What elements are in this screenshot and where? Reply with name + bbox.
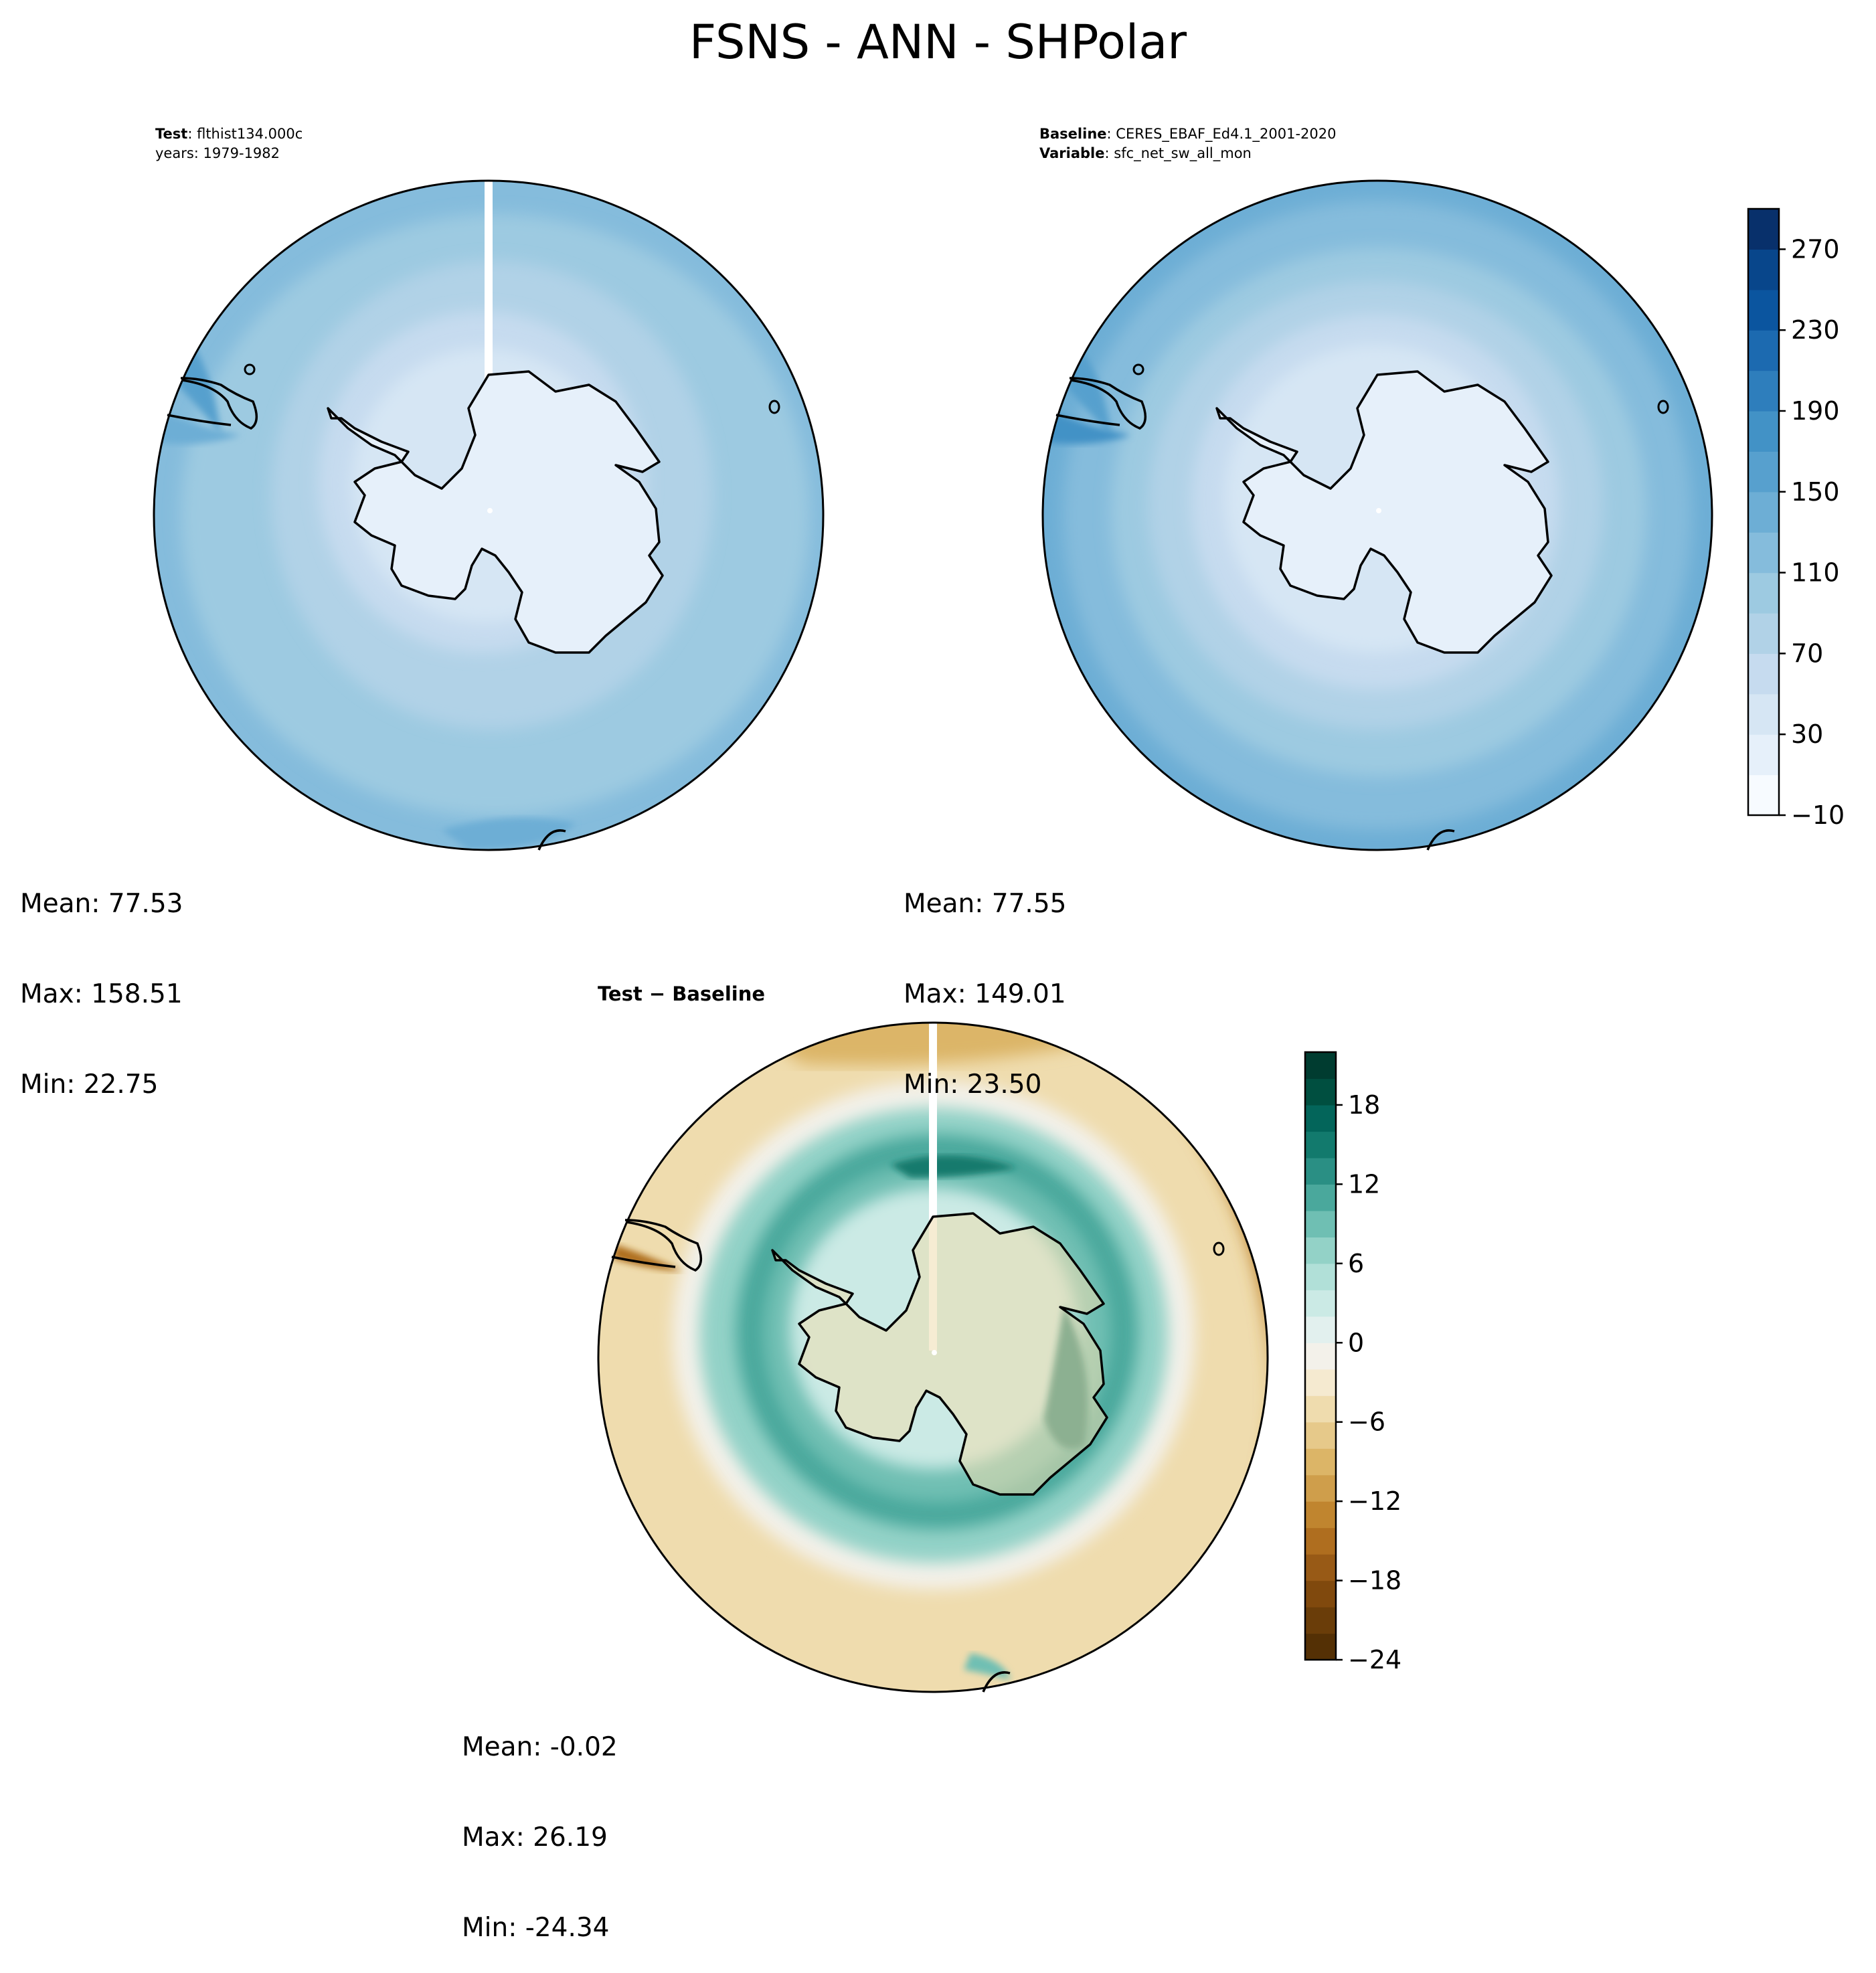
test-label-colon: :	[187, 126, 197, 142]
colorbar-diff-swatch	[1305, 1580, 1336, 1608]
baseline-max: Max: 149.01	[904, 979, 1066, 1009]
colorbar-main-swatch	[1748, 532, 1779, 574]
colorbar-diff-swatch	[1305, 1343, 1336, 1370]
test-stats: Mean: 77.53 Max: 158.51 Min: 22.75	[20, 829, 183, 1130]
figure-canvas: 270 230 190 150 110 70 30 −10 18 12 6 0 −6 −12 −18 −24	[153, 179, 1845, 1693]
test-years: years: 1979-1982	[155, 145, 280, 161]
colorbar-diff-swatch	[1305, 1474, 1336, 1502]
test-header: Test: flthist134.000c years: 1979-1982	[155, 124, 303, 163]
colorbar-main-frame	[1747, 207, 1780, 817]
baseline-header: Baseline: CERES_EBAF_Ed4.1_2001-2020 Var…	[1039, 126, 1337, 161]
difference-title: Test − Baseline	[598, 982, 766, 1005]
test-label-value: flthist134.000c	[197, 126, 303, 142]
colorbar-diff-swatch	[1305, 1527, 1336, 1555]
colorbar-main-tick-label: 30	[1791, 719, 1823, 749]
colorbar-main-swatch	[1748, 330, 1779, 371]
colorbar-diff-tick-label: −24	[1348, 1645, 1401, 1675]
colorbar-diff-swatch	[1305, 1554, 1336, 1581]
colorbar-main-swatch	[1748, 613, 1779, 654]
colorbar-diff-swatch	[1305, 1263, 1336, 1290]
colorbar-diff-tick-label: −12	[1348, 1486, 1401, 1516]
antarctica-coastline	[1215, 370, 1553, 654]
colorbar-main-tick-label: 150	[1791, 477, 1840, 507]
colorbar-diff-tick-label: 0	[1348, 1328, 1364, 1357]
figure-title: FSNS - ANN - SHPolar	[689, 15, 1187, 70]
baseline-mean: Mean: 77.55	[904, 889, 1067, 919]
colorbar-diff-swatch	[1305, 1052, 1336, 1080]
colorbar-diff-swatch	[1305, 1369, 1336, 1396]
colorbar-diff-swatch	[1305, 1316, 1336, 1343]
colorbar-main-swatch	[1748, 370, 1779, 412]
antarctica-coastline	[771, 1212, 1108, 1496]
colorbar-diff-tick-label: 12	[1348, 1169, 1380, 1199]
colorbar-diff-swatch	[1305, 1210, 1336, 1237]
baseline-variable-key: Variable	[1039, 145, 1105, 161]
colorbar-diff-swatch	[1305, 1237, 1336, 1264]
colorbar-diff-swatch	[1305, 1131, 1336, 1159]
difference-mean: Mean: -0.02	[462, 1732, 618, 1762]
baseline-map	[1041, 179, 1713, 851]
colorbar-main-swatch	[1748, 774, 1779, 816]
colorbar-diff-swatch	[1305, 1607, 1336, 1634]
difference-stats: Mean: -0.02 Max: 26.19 Min: -24.34	[462, 1672, 618, 1973]
test-max: Max: 158.51	[20, 979, 183, 1009]
baseline-variable-value: sfc_net_sw_all_mon	[1114, 145, 1252, 161]
colorbar-main-swatch	[1748, 289, 1779, 331]
colorbar-diff-tick-label: 6	[1348, 1249, 1364, 1278]
colorbar-main-swatch	[1748, 693, 1779, 735]
colorbar-diff: 18 12 6 0 −6 −12 −18 −24	[1304, 1051, 1401, 1675]
baseline-label-value: CERES_EBAF_Ed4.1_2001-2020	[1116, 126, 1337, 142]
colorbar-main-swatch	[1748, 249, 1779, 290]
colorbar-main-tick-label: 70	[1791, 638, 1823, 668]
colorbar-diff-tick-label: 18	[1348, 1090, 1380, 1120]
colorbar-diff-swatch	[1305, 1501, 1336, 1529]
baseline-min: Min: 23.50	[904, 1069, 1042, 1100]
difference-min: Min: -24.34	[462, 1913, 610, 1943]
colorbar-main-tick-label: 190	[1791, 396, 1840, 426]
test-label-key: Test	[155, 126, 188, 142]
colorbar-diff-swatch	[1305, 1184, 1336, 1211]
colorbar-diff-frame	[1304, 1051, 1337, 1661]
colorbar-diff-swatch	[1305, 1633, 1336, 1660]
colorbar-diff-swatch	[1305, 1395, 1336, 1423]
colorbar-main: 270 230 190 150 110 70 30 −10	[1747, 207, 1845, 830]
test-mean: Mean: 77.53	[20, 889, 183, 919]
colorbar-main-tick-label: 110	[1791, 558, 1840, 588]
colorbar-diff-swatch	[1305, 1422, 1336, 1449]
colorbar-diff-tick-label: −18	[1348, 1566, 1401, 1596]
baseline-stats: Mean: 77.55 Max: 149.01 Min: 23.50	[904, 829, 1066, 1130]
colorbar-main-swatch	[1748, 572, 1779, 614]
colorbar-main-swatch	[1748, 451, 1779, 493]
colorbar-diff-swatch	[1305, 1448, 1336, 1476]
south-america-coast	[180, 377, 258, 430]
colorbar-main-swatch	[1748, 653, 1779, 695]
colorbar-main-swatch	[1748, 734, 1779, 776]
difference-map	[597, 1021, 1269, 1693]
colorbar-diff-swatch	[1305, 1290, 1336, 1317]
colorbar-main-tick-label: 230	[1791, 315, 1840, 345]
colorbar-main-tick-label: −10	[1791, 800, 1845, 830]
baseline-label-key: Baseline	[1039, 126, 1107, 142]
colorbar-diff-swatch	[1305, 1078, 1336, 1106]
colorbar-main-tick-label: 270	[1791, 234, 1840, 264]
test-min: Min: 22.75	[20, 1069, 159, 1100]
antarctica-coastline	[327, 370, 664, 654]
colorbar-main-swatch	[1748, 209, 1779, 250]
colorbar-diff-swatch	[1305, 1157, 1336, 1185]
difference-max: Max: 26.19	[462, 1822, 608, 1853]
colorbar-diff-tick-label: −6	[1348, 1407, 1385, 1437]
colorbar-diff-swatch	[1305, 1104, 1336, 1132]
colorbar-main-swatch	[1748, 491, 1779, 533]
test-map	[153, 179, 825, 851]
colorbar-main-swatch	[1748, 411, 1779, 452]
